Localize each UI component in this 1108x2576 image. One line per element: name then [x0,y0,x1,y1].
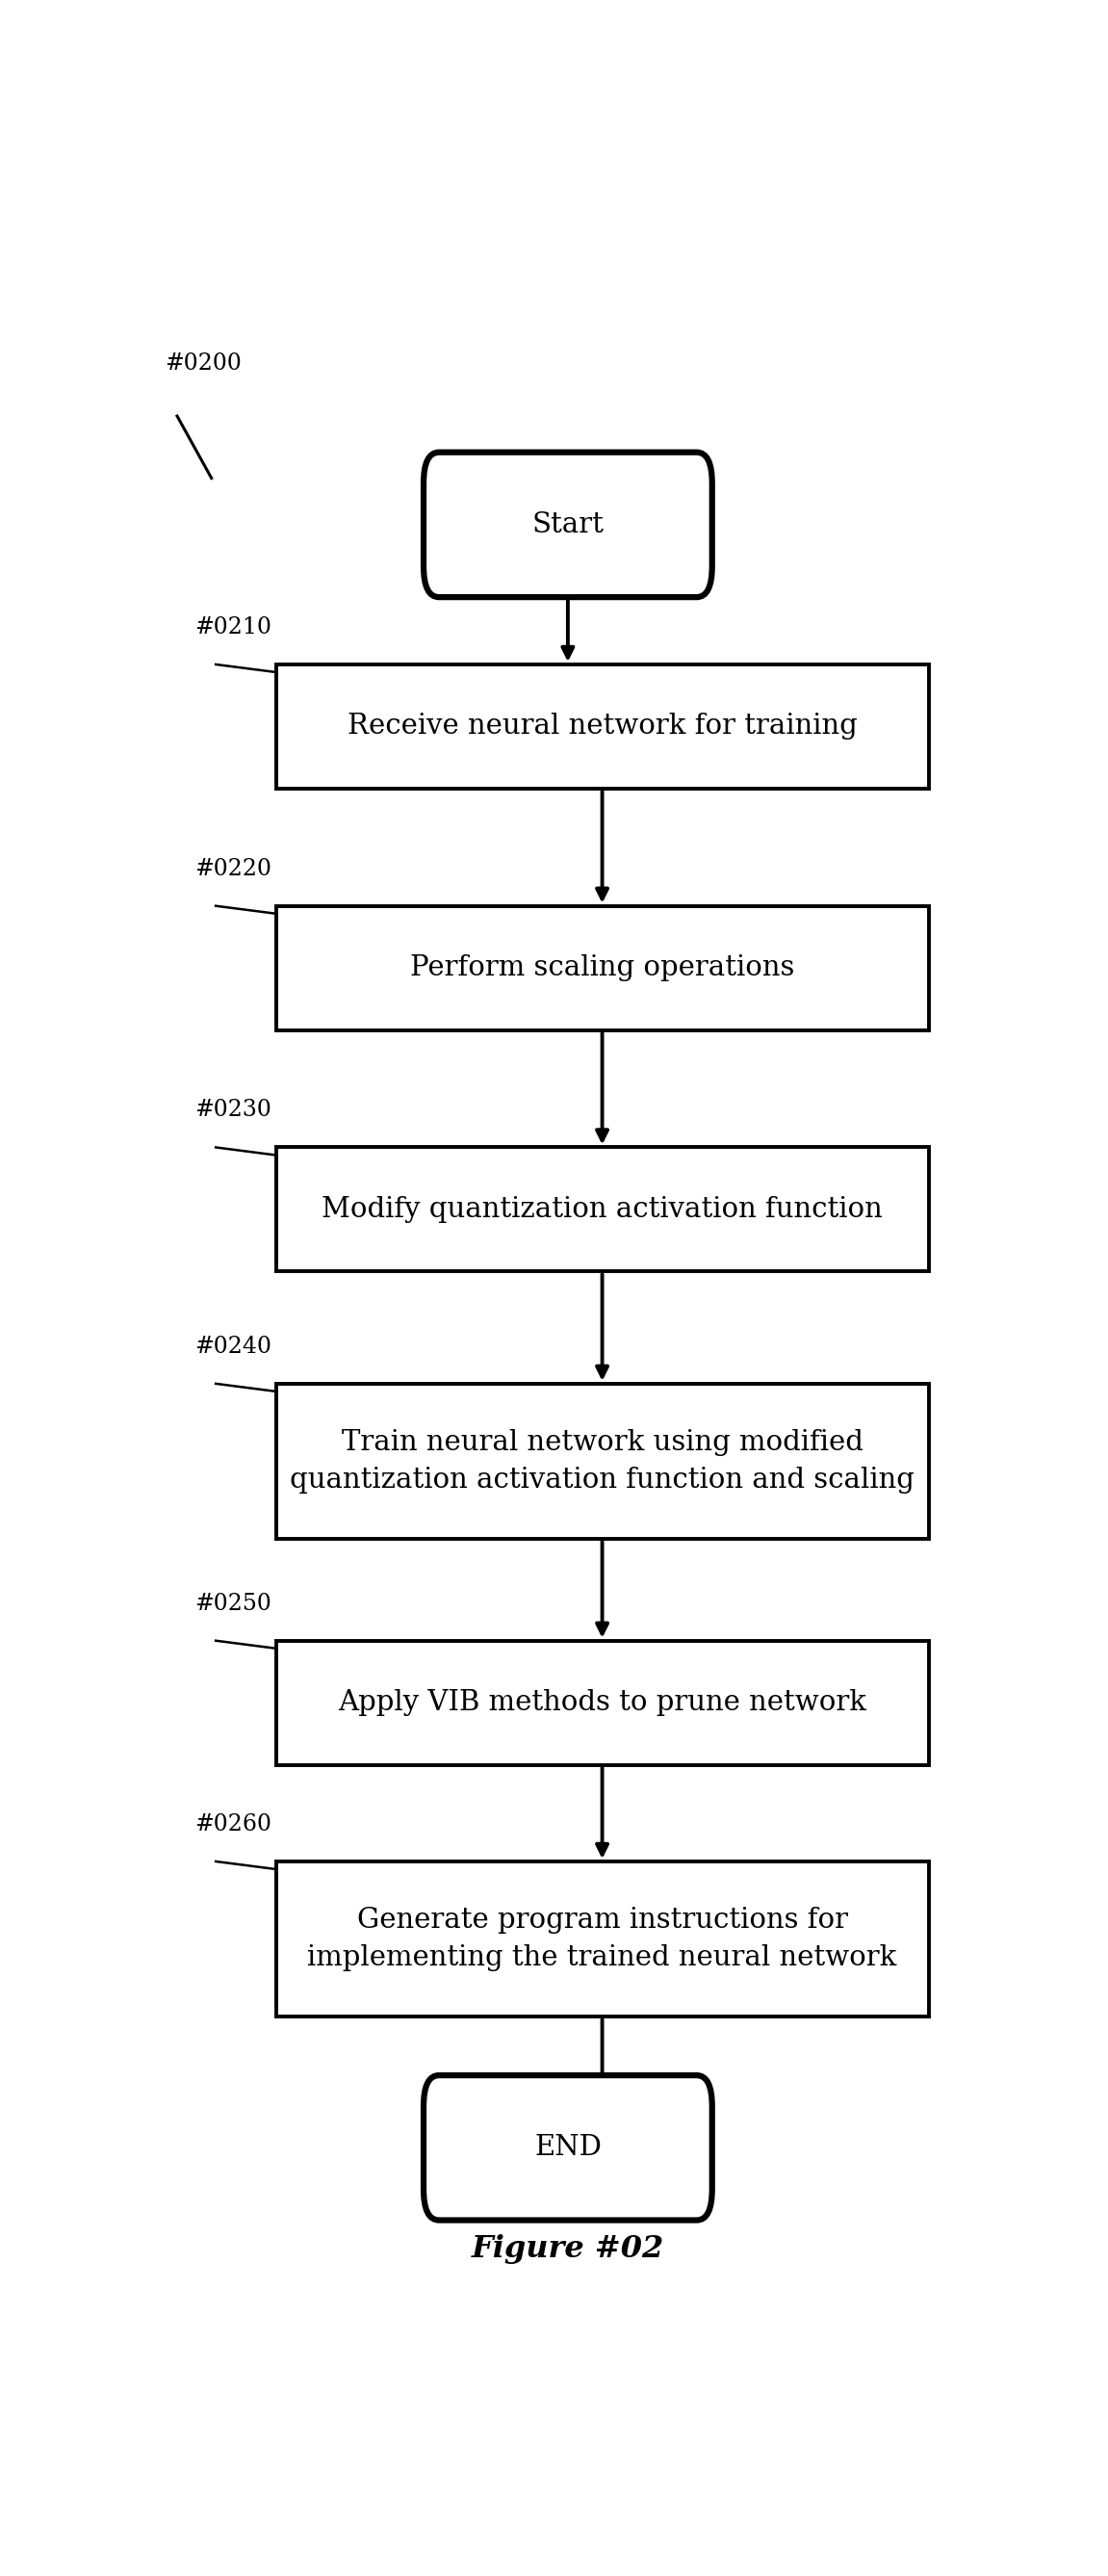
FancyBboxPatch shape [423,453,712,598]
Bar [276,1862,929,2017]
Bar [276,665,929,788]
Text: Start: Start [532,510,604,538]
FancyBboxPatch shape [423,2076,712,2221]
Text: #0230: #0230 [194,1100,271,1121]
Bar [276,1641,929,1765]
Text: Receive neural network for training: Receive neural network for training [347,714,858,739]
Text: #0250: #0250 [194,1592,271,1615]
Bar [276,907,929,1030]
Text: Perform scaling operations: Perform scaling operations [410,956,794,981]
Bar [276,1383,929,1538]
Text: Modify quantization activation function: Modify quantization activation function [321,1195,883,1224]
Text: Generate program instructions for
implementing the trained neural network: Generate program instructions for implem… [307,1906,897,1971]
Text: #0240: #0240 [194,1334,271,1358]
Text: #0260: #0260 [194,1814,271,1834]
Bar [276,1146,929,1273]
Text: Apply VIB methods to prune network: Apply VIB methods to prune network [338,1690,866,1716]
Text: #0220: #0220 [194,858,271,881]
Text: END: END [534,2136,602,2161]
Text: #0200: #0200 [164,353,242,374]
Text: Train neural network using modified
quantization activation function and scaling: Train neural network using modified quan… [290,1430,914,1494]
Text: #0210: #0210 [194,616,271,639]
Text: Figure #02: Figure #02 [472,2233,664,2264]
